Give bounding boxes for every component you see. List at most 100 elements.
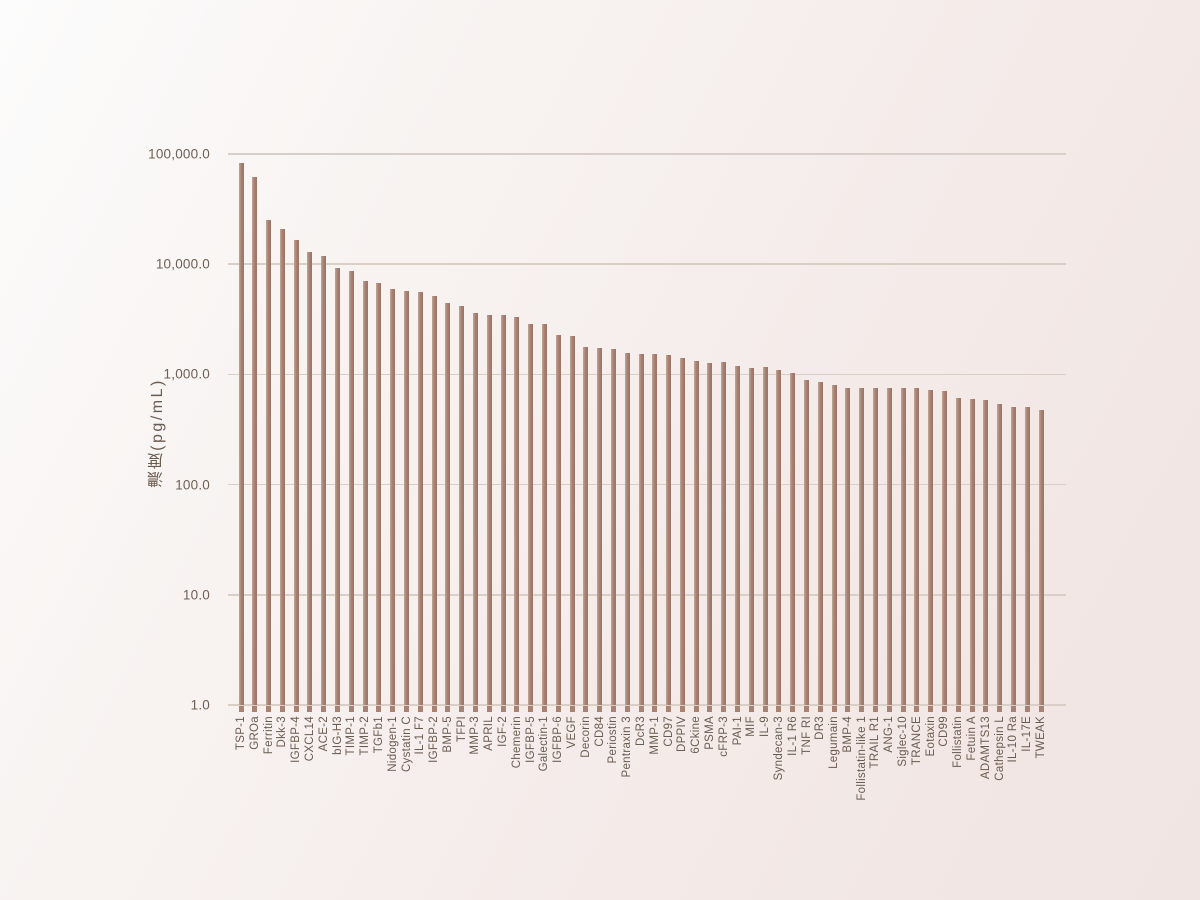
bar [279,228,285,705]
bar [528,323,534,705]
gridline [228,483,1066,486]
category-tick [266,706,272,712]
bar [597,348,603,705]
bar [983,400,989,705]
category-tick [1024,706,1030,712]
bar [845,387,851,705]
x-tick-label: TRANCE [910,716,923,766]
x-tick-label: GROa [248,716,261,750]
x-tick-label: TWEAK [1035,716,1047,759]
gridline [228,704,1066,706]
bar [776,370,782,705]
x-tick-label: IGFBP-5 [524,716,537,763]
x-tick-label: Eotaxin [924,716,937,757]
category-tick [859,706,865,712]
bar [872,387,878,705]
category-tick [597,706,603,712]
category-tick [583,706,589,712]
bar [404,291,410,705]
bar [335,267,341,705]
category-tick [817,706,823,712]
bar [762,367,768,705]
x-tick-label: BMP-4 [841,716,854,753]
category-tick [569,706,575,712]
category-tick [941,706,947,712]
x-tick-label: DR3 [814,716,827,740]
category-tick [748,706,754,712]
bar [486,314,492,705]
bar [431,295,437,705]
category-tick [693,706,699,712]
x-tick-label: Periostin [607,716,620,764]
x-tick-label: TFPI [455,716,468,743]
bar [252,176,258,705]
bar [748,367,754,705]
category-tick [486,706,492,712]
bar [362,280,368,705]
category-tick [721,706,727,712]
category-tick [666,706,672,712]
x-tick-label: PSMA [703,716,716,750]
x-tick-label: VEGF [566,716,579,749]
x-tick-label: MMP-3 [469,716,482,755]
category-tick [335,706,341,712]
category-tick [735,706,741,712]
bar [266,220,272,705]
x-tick-label: bIG-H3 [331,716,344,755]
category-tick [528,706,534,712]
category-tick [555,706,561,712]
bar [1038,409,1044,705]
category-tick [472,706,478,712]
y-tick-label: 1.0 [190,697,210,713]
x-tick-label: IL-9 [759,716,772,738]
x-tick-label: BMP-5 [441,716,454,753]
x-tick-label: PAI-1 [731,716,744,746]
bar [804,379,810,705]
bar [652,354,658,705]
x-tick-label: Chemerin [510,716,523,769]
bar [348,270,354,705]
category-tick [431,706,437,712]
category-tick [541,706,547,712]
gridline [228,373,1066,376]
bar [721,361,727,705]
x-tick-label: Siglec-10 [897,716,910,767]
category-tick [997,706,1003,712]
x-tick-label: Nidogen-1 [386,716,399,772]
x-tick-label: Follistatin [952,716,965,768]
x-tick-label: cFRP-3 [717,716,730,757]
x-tick-label: TNF RI [800,716,813,755]
category-tick [445,706,451,712]
category-tick [348,706,354,712]
category-tick [500,706,506,712]
bar [514,316,520,705]
y-tick-label: 100.0 [175,477,210,493]
bar [859,388,865,705]
category-tick [362,706,368,712]
category-tick [1010,706,1016,712]
x-tick-label: IGFBP-6 [552,716,565,763]
bar [638,354,644,705]
x-tick-label: IGF-2 [497,716,510,747]
y-tick-label: 10,000.0 [155,256,210,272]
bar [541,324,547,705]
y-axis-title: 濃度(pg/mL) [149,378,166,488]
category-tick [762,706,768,712]
x-tick-label: ADAMTS13 [979,716,992,780]
bar [417,291,423,705]
bar [941,390,947,705]
category-tick [252,706,258,712]
x-tick-label: ACE-2 [317,716,330,752]
bar [997,404,1003,705]
category-tick [404,706,410,712]
bar [376,283,382,705]
category-tick [238,706,244,712]
x-tick-label: TIMP-2 [359,716,372,756]
x-tick-label: IL-10 Ra [1007,716,1020,763]
x-tick-label: DPPIV [676,716,689,753]
category-tick [679,706,685,712]
gridline [228,263,1066,265]
x-tick-label: MIF [745,716,758,737]
bar [500,314,506,705]
